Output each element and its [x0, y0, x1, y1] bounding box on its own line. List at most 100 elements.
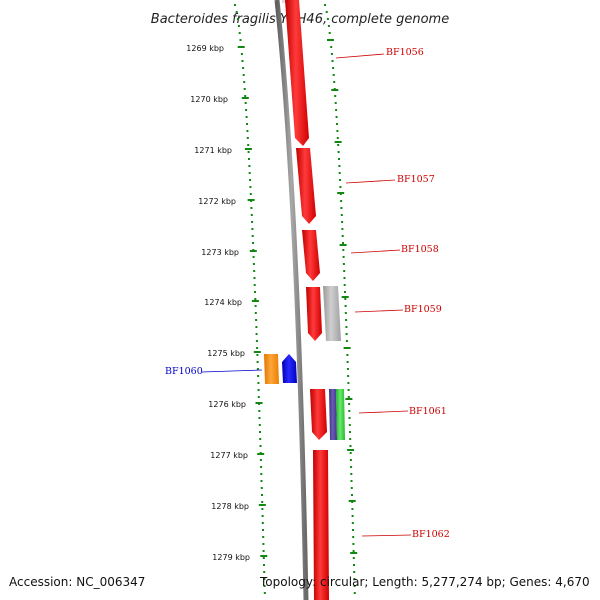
ruler-dot	[242, 74, 245, 76]
ruler-dot	[347, 389, 350, 391]
ruler-major-tick	[350, 552, 358, 554]
ruler-dot	[238, 32, 241, 34]
ruler-dot	[261, 515, 264, 517]
gene-arrow-bf1057[interactable]	[296, 148, 316, 224]
gene-label-bf1061[interactable]: BF1061	[409, 406, 447, 417]
ruler-dot	[262, 536, 265, 538]
ruler-dot	[342, 249, 345, 251]
ruler-dot	[252, 242, 254, 244]
ruler-dot	[260, 466, 263, 468]
ruler-major-tick	[255, 402, 263, 404]
ruler-dot	[343, 277, 346, 279]
ruler-major-tick	[345, 398, 353, 400]
ruler-major-tick	[331, 89, 339, 91]
ruler-dot	[246, 137, 249, 139]
gene-label-bf1059[interactable]: BF1059	[404, 304, 442, 315]
ruler-dot	[250, 207, 253, 209]
ruler-dot	[261, 508, 264, 510]
gene-arrow-bf1060[interactable]	[282, 354, 297, 383]
ruler-dot	[262, 550, 265, 552]
ruler-dot	[340, 200, 343, 202]
ruler-dot	[262, 557, 265, 559]
ruler-major-tick	[327, 39, 334, 41]
ruler-dot	[348, 424, 351, 426]
ruler-dot	[344, 291, 346, 293]
ruler-dot	[336, 123, 338, 125]
ruler-dot	[255, 326, 258, 328]
ruler-dot	[254, 312, 257, 314]
orange-feature	[264, 354, 279, 384]
genome-backbone	[274, 0, 309, 600]
ruler-dot	[248, 158, 250, 160]
gene-label-bf1058[interactable]: BF1058	[401, 244, 439, 255]
ruler-dot	[261, 494, 263, 496]
ruler-dot	[263, 578, 266, 580]
gene-arrow-bf1056[interactable]	[285, 0, 309, 146]
ruler-dot	[245, 116, 248, 118]
ruler-dot	[241, 60, 244, 62]
ruler-dot	[328, 32, 331, 34]
ruler-dot	[353, 585, 356, 587]
ruler-major-tick	[247, 199, 255, 201]
gene-label-bf1056[interactable]: BF1056	[386, 47, 424, 58]
ruler-dot	[247, 151, 250, 153]
gene-label-bf1060[interactable]: BF1060	[165, 366, 203, 377]
kbp-label: 1274 kbp	[204, 298, 242, 307]
gene-arrow-bf1059[interactable]	[306, 287, 322, 341]
gene-arrow-bf1062[interactable]	[313, 450, 329, 600]
ruler-dot	[246, 123, 248, 125]
gene-arrow-bf1058[interactable]	[302, 230, 320, 281]
ruler-dot	[234, 4, 236, 6]
ruler-dot	[242, 67, 245, 69]
ruler-dot	[343, 284, 346, 286]
ruler-dot	[345, 340, 348, 342]
ruler-dot	[254, 305, 257, 307]
ruler-dot	[349, 452, 352, 454]
ruler-major-tick	[241, 97, 249, 99]
ruler-dot	[243, 81, 246, 83]
ruler-dot	[324, 4, 326, 6]
ruler-dot	[350, 480, 353, 482]
ruler-dot	[236, 18, 239, 20]
kbp-tick-labels: 1269 kbp 1270 kbp 1271 kbp 1272 kbp 1273…	[186, 44, 250, 562]
gene-leader-lines	[201, 53, 412, 537]
ruler-dot	[349, 431, 351, 433]
ruler-dot	[352, 529, 354, 531]
gene-arrow-bf1061[interactable]	[310, 389, 327, 440]
ruler-dot	[240, 53, 243, 55]
ruler-dot	[334, 95, 337, 97]
ruler-dot	[258, 424, 261, 426]
purple-feature	[329, 389, 337, 440]
ruler-dot	[342, 263, 345, 265]
ruler-dot	[349, 445, 352, 447]
ruler-major-tick	[334, 141, 342, 143]
ruler-dot	[332, 67, 335, 69]
ruler-dot	[261, 501, 264, 503]
ruler-dot	[325, 11, 328, 13]
ruler-dot	[248, 172, 251, 174]
ruler-major-tick	[341, 296, 349, 298]
ruler-dot	[255, 340, 258, 342]
ruler-dot	[257, 382, 260, 384]
kbp-label: 1276 kbp	[208, 400, 246, 409]
ruler-dot	[257, 375, 260, 377]
leader-line-bf1062	[361, 534, 412, 537]
ruler-dot	[263, 592, 266, 594]
ruler-dot	[344, 312, 347, 314]
ruler-dot	[339, 179, 342, 181]
gene-label-bf1057[interactable]: BF1057	[397, 174, 435, 185]
gene-label-bf1062[interactable]: BF1062	[412, 529, 450, 540]
ruler-dot	[249, 186, 252, 188]
ruler-dot	[349, 459, 352, 461]
ruler-dot	[351, 494, 353, 496]
ruler-dot	[336, 130, 339, 132]
ruler-dot	[346, 354, 349, 356]
ruler-dot	[351, 508, 354, 510]
ruler-dot	[346, 361, 349, 363]
ruler-dot	[350, 487, 353, 489]
ruler-dot	[344, 305, 347, 307]
ruler-dot	[349, 438, 352, 440]
ruler-dot	[254, 298, 257, 300]
ruler-dot	[330, 46, 333, 48]
ruler-dot	[249, 179, 252, 181]
